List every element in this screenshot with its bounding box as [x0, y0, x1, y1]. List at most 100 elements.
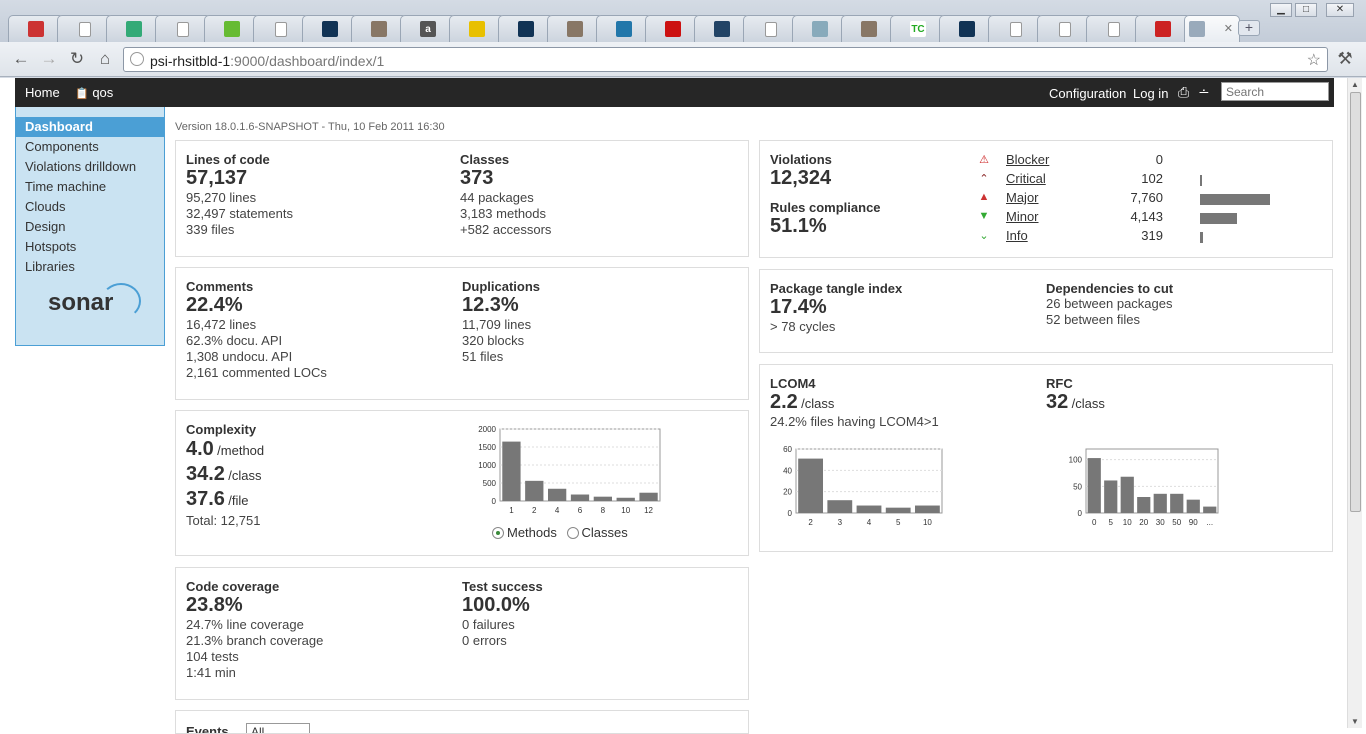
bookmark-star-icon[interactable]: ☆ — [1306, 52, 1321, 69]
deps-files[interactable]: 52 between files — [1046, 312, 1140, 327]
rules-compliance-value[interactable]: 51.1% — [770, 215, 827, 237]
violation-label[interactable]: Minor — [1006, 209, 1039, 224]
sidebar-item-dashboard[interactable]: Dashboard — [16, 117, 164, 137]
lcom-note[interactable]: 24.2% files having LCOM4>1 — [770, 414, 939, 429]
address-bar[interactable]: psi-rhsitbld-1:9000/dashboard/index/1 ☆ — [123, 47, 1328, 72]
browser-tab[interactable] — [645, 15, 701, 42]
back-icon[interactable]: ← — [12, 49, 30, 68]
browser-tab[interactable] — [155, 15, 211, 42]
duplications-blocks[interactable]: 320 blocks — [462, 333, 525, 348]
loc-statements[interactable]: 32,497 statements — [186, 206, 293, 221]
browser-tab[interactable] — [939, 15, 995, 42]
methods-radio-button[interactable] — [492, 527, 504, 539]
rss-icon[interactable]: ∸ — [1198, 84, 1210, 100]
new-tab-button[interactable]: + — [1238, 20, 1260, 36]
browser-tab[interactable]: TC — [890, 15, 946, 42]
browser-tab[interactable] — [596, 15, 652, 42]
violation-label[interactable]: Blocker — [1006, 152, 1050, 167]
browser-tab[interactable] — [302, 15, 358, 42]
loc-value[interactable]: 57,137 — [186, 167, 248, 189]
project-link[interactable]: 📋 qos — [75, 85, 113, 100]
sidebar-item-hotspots[interactable]: Hotspots — [25, 239, 77, 254]
browser-tab[interactable] — [204, 15, 260, 42]
page-info-icon[interactable] — [130, 52, 144, 66]
lcom-value[interactable]: 2.2 — [770, 391, 798, 413]
violation-label[interactable]: Critical — [1006, 171, 1046, 186]
scroll-thumb[interactable] — [1350, 92, 1361, 512]
browser-tab[interactable] — [988, 15, 1044, 42]
configuration-link[interactable]: Configuration — [1049, 86, 1127, 101]
coverage-value[interactable]: 23.8% — [186, 594, 243, 616]
browser-tab[interactable] — [1086, 15, 1142, 42]
minimize-button[interactable]: ▁ — [1270, 3, 1292, 17]
comments-lines[interactable]: 16,472 lines — [186, 317, 257, 332]
browser-tab[interactable] — [498, 15, 554, 42]
comments-undocu-api[interactable]: 1,308 undocu. API — [186, 349, 293, 364]
browser-tab[interactable] — [253, 15, 309, 42]
comments-docu-api[interactable]: 62.3% docu. API — [186, 333, 283, 348]
tangle-cycles[interactable]: > 78 cycles — [770, 319, 836, 334]
test-errors[interactable]: 0 errors — [462, 633, 507, 648]
home-link[interactable]: Home — [25, 85, 60, 100]
violation-count[interactable]: 7,760 — [1130, 190, 1163, 205]
forward-icon[interactable]: → — [40, 49, 58, 68]
violation-count[interactable]: 4,143 — [1130, 209, 1163, 224]
browser-tab[interactable] — [351, 15, 407, 42]
classes-value[interactable]: 373 — [460, 167, 494, 189]
tests-count[interactable]: 104 tests — [186, 649, 239, 664]
complexity-class-value[interactable]: 34.2 — [186, 463, 225, 485]
methods-radio[interactable]: Methods — [492, 525, 557, 540]
violations-value[interactable]: 12,324 — [770, 167, 832, 189]
duplications-value[interactable]: 12.3% — [462, 294, 519, 316]
branch-coverage[interactable]: 21.3% branch coverage — [186, 633, 324, 648]
sidebar-item-violations-drilldown[interactable]: Violations drilldown — [25, 159, 137, 174]
browser-tab[interactable] — [841, 15, 897, 42]
sidebar-item-time-machine[interactable]: Time machine — [25, 179, 107, 194]
complexity-method-value[interactable]: 4.0 — [186, 438, 214, 460]
deps-packages[interactable]: 26 between packages — [1046, 296, 1173, 311]
classes-radio-button[interactable] — [566, 527, 579, 539]
browser-tab[interactable] — [547, 15, 603, 42]
close-window-button[interactable]: ✕ — [1326, 3, 1354, 17]
browser-tab[interactable] — [106, 15, 162, 42]
comments-commented-locs[interactable]: 2,161 commented LOCs — [186, 365, 327, 380]
line-coverage[interactable]: 24.7% line coverage — [186, 617, 304, 632]
sidebar-item-libraries[interactable]: Libraries — [25, 259, 75, 274]
comments-value[interactable]: 22.4% — [186, 294, 243, 316]
browser-tab[interactable] — [1037, 15, 1093, 42]
events-filter-select[interactable]: All — [246, 723, 310, 733]
browser-tab[interactable] — [8, 15, 64, 42]
tangle-value[interactable]: 17.4% — [770, 296, 827, 318]
wrench-icon[interactable]: ⚒ — [1337, 49, 1353, 68]
scroll-up-icon[interactable]: ▲ — [1351, 80, 1359, 89]
reload-icon[interactable]: ↻ — [69, 49, 85, 68]
loc-lines[interactable]: 95,270 lines — [186, 190, 257, 205]
browser-tab[interactable]: a — [400, 15, 456, 42]
violation-count[interactable]: 102 — [1141, 171, 1163, 186]
test-failures[interactable]: 0 failures — [462, 617, 515, 632]
classes-accessors[interactable]: +582 accessors — [460, 222, 552, 237]
violation-label[interactable]: Major — [1006, 190, 1039, 205]
scroll-down-icon[interactable]: ▼ — [1351, 717, 1359, 726]
classes-radio[interactable]: Classes — [566, 525, 628, 540]
duplications-lines[interactable]: 11,709 lines — [462, 317, 532, 332]
sidebar-item-design[interactable]: Design — [25, 219, 66, 234]
browser-tab[interactable] — [449, 15, 505, 42]
rfc-value[interactable]: 32 — [1046, 391, 1069, 413]
home-icon[interactable]: ⌂ — [99, 49, 111, 68]
print-icon[interactable]: ⎙ — [1178, 84, 1190, 100]
violation-label[interactable]: Info — [1006, 228, 1028, 243]
browser-tab[interactable] — [694, 15, 750, 42]
vertical-scrollbar[interactable]: ▲ ▼ — [1347, 78, 1362, 728]
browser-tab[interactable] — [743, 15, 799, 42]
maximize-button[interactable]: □ — [1295, 3, 1317, 17]
browser-tab[interactable] — [57, 15, 113, 42]
sidebar-item-clouds[interactable]: Clouds — [25, 199, 66, 214]
browser-tab[interactable]: ✕ — [1184, 15, 1240, 42]
browser-tab[interactable] — [792, 15, 848, 42]
classes-methods[interactable]: 3,183 methods — [460, 206, 547, 221]
duplications-files[interactable]: 51 files — [462, 349, 504, 364]
loc-files[interactable]: 339 files — [186, 222, 235, 237]
test-success-value[interactable]: 100.0% — [462, 594, 530, 616]
close-tab-icon[interactable]: ✕ — [1223, 23, 1233, 35]
